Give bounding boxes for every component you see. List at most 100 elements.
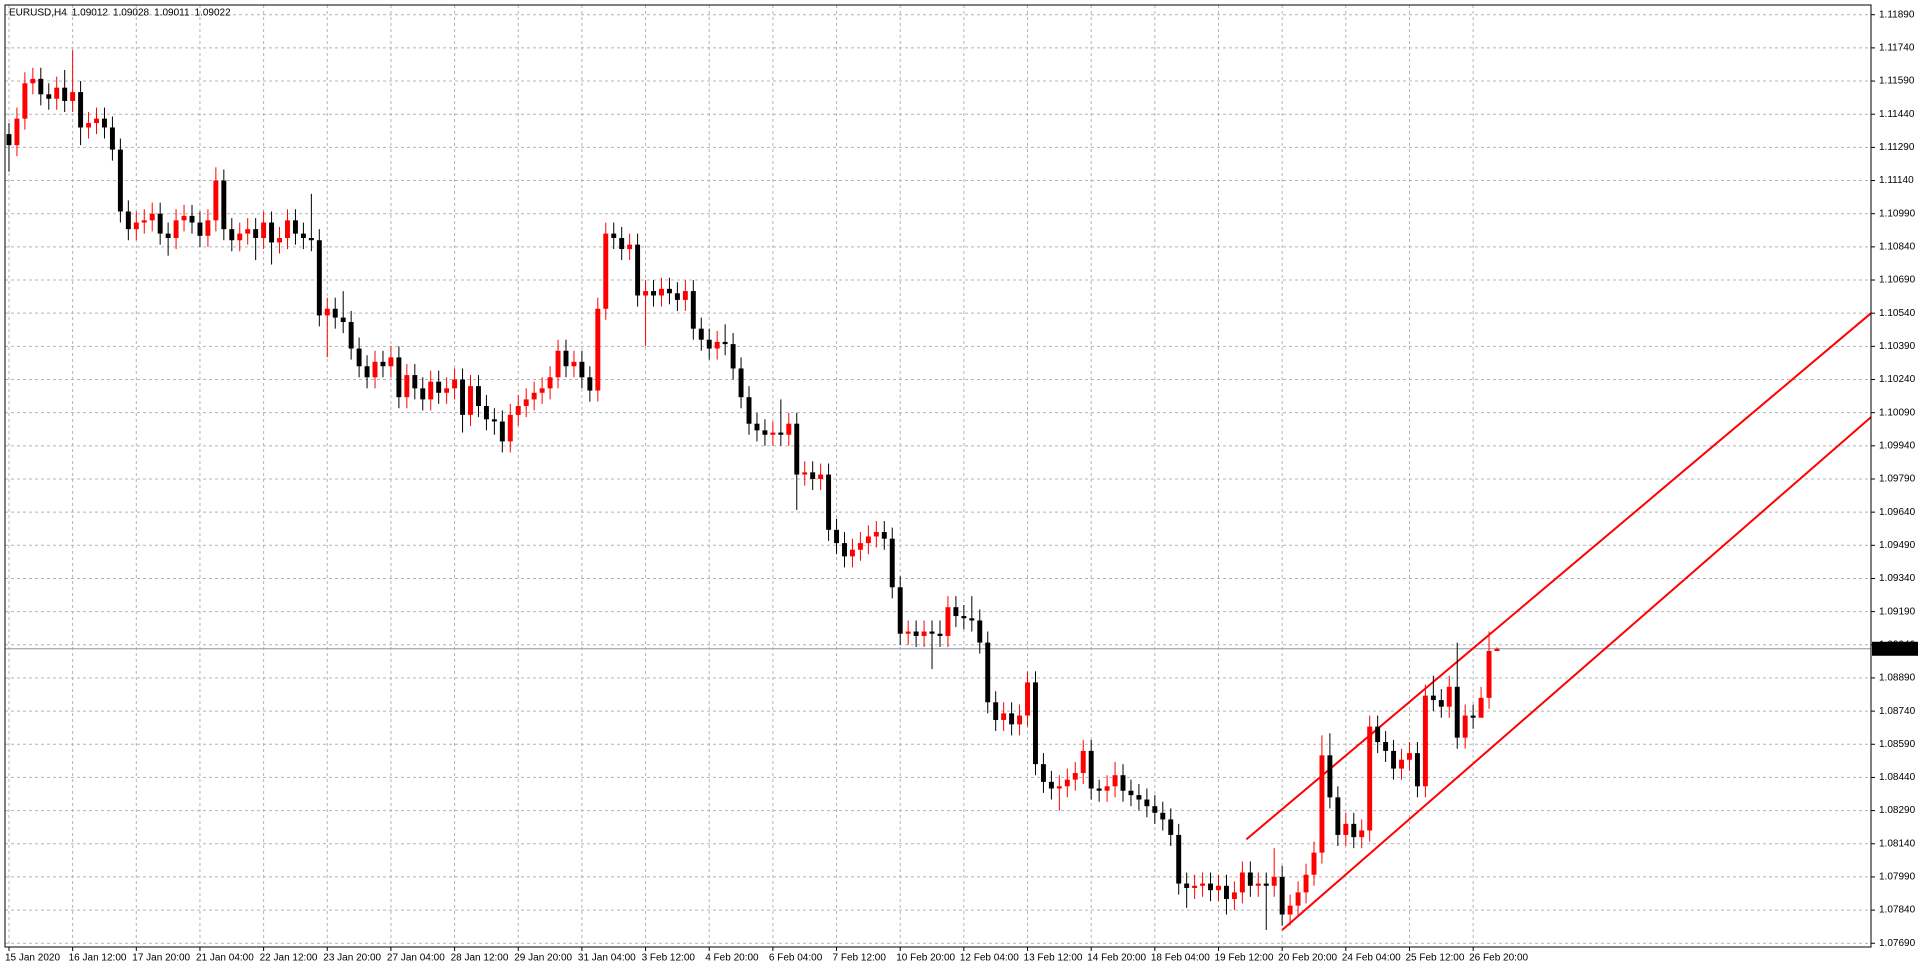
candle-body: [603, 233, 609, 309]
candle-body: [404, 375, 410, 398]
candle-body: [173, 220, 179, 239]
x-tick-label: 28 Jan 12:00: [451, 953, 509, 964]
candle-body: [865, 536, 871, 544]
y-tick-label: 1.09190: [1879, 606, 1916, 617]
candle-body: [54, 87, 60, 99]
candle-body: [587, 377, 593, 391]
candle-body: [945, 607, 951, 636]
candle-body: [571, 361, 577, 367]
candle-body: [1335, 797, 1341, 835]
candle-body: [340, 317, 346, 323]
x-tick-label: 7 Feb 12:00: [833, 953, 887, 964]
y-tick-label: 1.10690: [1879, 275, 1916, 286]
y-tick-label: 1.11290: [1879, 142, 1915, 153]
candle-body: [953, 607, 959, 617]
symbol-title: EURUSD,H4: [9, 8, 67, 19]
plot-frame: [4, 4, 1872, 948]
candle-body: [1176, 834, 1182, 884]
candle-body: [794, 423, 800, 475]
candle-body: [531, 392, 537, 400]
candle-body: [1486, 650, 1492, 698]
y-tick-label: 1.07840: [1879, 905, 1916, 916]
candle-body: [555, 350, 561, 378]
candle-body: [229, 229, 235, 241]
candle-body: [682, 291, 688, 300]
candle-body: [937, 633, 943, 636]
candle-body: [1391, 750, 1397, 769]
candle-body: [754, 423, 760, 431]
candle-body: [94, 118, 99, 124]
candle-body: [659, 288, 664, 296]
candle-body: [436, 381, 442, 393]
candle-body: [1025, 682, 1030, 716]
x-tick-label: 12 Feb 04:00: [960, 953, 1019, 964]
candle-body: [1367, 726, 1373, 831]
candle-body: [1295, 892, 1301, 906]
candle-body: [372, 361, 378, 378]
y-tick-label: 1.07690: [1879, 938, 1916, 949]
candle-body: [1064, 779, 1070, 787]
candle-body: [157, 213, 163, 234]
x-tick-label: 31 Jan 04:00: [578, 953, 636, 964]
candle-body: [985, 642, 991, 703]
candle-body: [62, 87, 68, 101]
candle-body: [969, 618, 975, 621]
x-tick-label: 17 Jan 20:00: [132, 953, 190, 964]
candle-body: [651, 291, 656, 296]
candle-body: [30, 78, 36, 84]
x-tick-label: 29 Jan 20:00: [514, 953, 572, 964]
candle-body: [221, 180, 227, 230]
candle-body: [189, 215, 195, 223]
x-tick-label: 21 Jan 04:00: [196, 953, 254, 964]
candle-body: [714, 341, 720, 349]
candle-body: [738, 368, 744, 398]
candle-body: [316, 240, 322, 316]
candle-body: [762, 430, 768, 435]
candle-body: [1088, 750, 1094, 789]
candle-body: [746, 397, 752, 424]
candle-body: [849, 549, 855, 557]
candle-body: [78, 92, 84, 128]
header-close: 1.09022: [195, 8, 232, 19]
candle-body: [285, 220, 290, 239]
candle-body: [1080, 750, 1086, 774]
candle-body: [1200, 883, 1206, 886]
candle-body: [1033, 682, 1038, 765]
candle-body: [1414, 753, 1420, 787]
candle-body: [1462, 715, 1468, 738]
x-tick-label: 16 Jan 12:00: [69, 953, 127, 964]
candle-body: [921, 631, 927, 636]
candle-body: [428, 381, 434, 400]
y-tick-label: 1.11140: [1879, 175, 1914, 186]
candle-body: [300, 233, 306, 239]
candle-body: [730, 344, 736, 369]
candle-body: [1144, 799, 1150, 807]
candle-body: [1359, 830, 1365, 838]
candle-body: [14, 118, 20, 146]
candle-body: [977, 620, 983, 643]
candle-body: [499, 421, 505, 442]
candle-body: [205, 220, 211, 236]
candle-body: [1152, 806, 1158, 813]
candle-body: [826, 474, 832, 530]
y-tick-label: 1.09640: [1879, 507, 1916, 518]
x-tick-label: 10 Feb 20:00: [896, 953, 955, 964]
candle-body: [277, 238, 282, 243]
x-tick-label: 19 Feb 12:00: [1214, 953, 1273, 964]
candle-body: [1470, 715, 1476, 718]
candle-body: [1255, 883, 1261, 886]
candle-body: [1184, 883, 1190, 888]
candle-body: [1438, 700, 1444, 707]
candle-body: [468, 386, 473, 415]
candle-body: [86, 123, 92, 128]
y-tick-label: 1.10840: [1879, 241, 1916, 252]
candle-body: [46, 94, 52, 99]
candle-body: [444, 388, 450, 393]
candle-body: [117, 149, 123, 212]
x-tick-label: 15 Jan 2020: [5, 953, 60, 964]
x-tick-label: 27 Jan 04:00: [387, 953, 445, 964]
candle-body: [1303, 874, 1309, 893]
x-tick-label: 13 Feb 12:00: [1024, 953, 1083, 964]
candle-body: [1009, 713, 1015, 725]
y-tick-label: 1.10990: [1879, 208, 1916, 219]
